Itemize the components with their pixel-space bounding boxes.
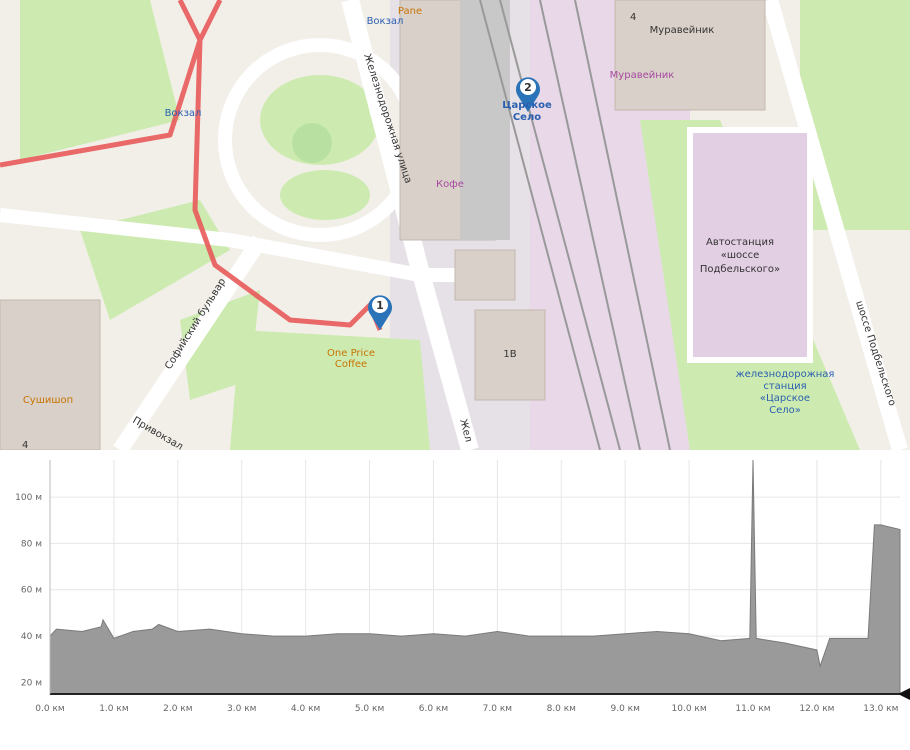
map: 1 2 Вокзал Pane Вокзал Железнодорожная у… xyxy=(0,0,910,450)
marker[interactable]: 2 xyxy=(516,77,540,112)
x-tick-label: 1.0 км xyxy=(99,704,128,714)
y-tick-label: 40 м xyxy=(21,632,42,642)
x-tick-label: 7.0 км xyxy=(483,704,512,714)
map-label: Муравейник xyxy=(650,25,715,36)
x-tick-label: 0.0 км xyxy=(35,704,64,714)
elevation-area xyxy=(49,459,901,695)
map-label: Coffee xyxy=(335,359,367,370)
elevation-chart: 20 м 40 м 60 м 80 м 100 м 0.0 км 1.0 км 2.0 км 3… xyxy=(15,459,910,714)
x-tick-label: 4.0 км xyxy=(291,704,320,714)
map-label: станция xyxy=(763,381,806,392)
x-tick-label: 10.0 км xyxy=(672,704,707,714)
map-label: 4 xyxy=(630,12,636,23)
y-tick-label: 60 м xyxy=(21,586,42,596)
map-label: Автостанция xyxy=(706,237,774,248)
map-label: Вокзал xyxy=(165,108,202,119)
x-tick-label: 11.0 км xyxy=(735,704,770,714)
x-tick-label: 9.0 км xyxy=(610,704,639,714)
marker[interactable]: 1 xyxy=(368,295,393,330)
axis-arrow xyxy=(898,688,910,700)
x-tick-label: 8.0 км xyxy=(547,704,576,714)
map-label: Сушишоп xyxy=(23,395,73,406)
y-tick-label: 100 м xyxy=(15,493,42,503)
map-label: Село xyxy=(513,112,541,123)
map-label: 1В xyxy=(503,349,516,360)
x-tick-label: 3.0 км xyxy=(227,704,256,714)
map-label: Царское xyxy=(502,100,552,111)
map-label: One Price xyxy=(327,348,375,359)
x-tick-label: 13.0 км xyxy=(863,704,898,714)
map-label: Подбельского» xyxy=(700,264,780,275)
map-label: Село» xyxy=(769,405,801,416)
map-label: железнодорожная xyxy=(736,369,835,380)
x-tick-label: 5.0 км xyxy=(355,704,384,714)
map-label: «шоссе xyxy=(721,250,760,261)
y-tick-label: 20 м xyxy=(21,678,42,688)
marker-label: 1 xyxy=(376,299,384,312)
map-label: Муравейник xyxy=(610,70,675,81)
map-label: Кофе xyxy=(436,179,464,190)
x-tick-label: 6.0 км xyxy=(419,704,448,714)
x-tick-label: 12.0 км xyxy=(799,704,834,714)
map-label: Pane xyxy=(398,6,422,17)
x-tick-label: 2.0 км xyxy=(163,704,192,714)
marker-label: 2 xyxy=(524,81,532,94)
map-label: «Царское xyxy=(760,393,810,404)
map-label: 4 xyxy=(22,440,28,450)
map-label: Вокзал xyxy=(367,16,404,27)
y-tick-label: 80 м xyxy=(21,539,42,549)
